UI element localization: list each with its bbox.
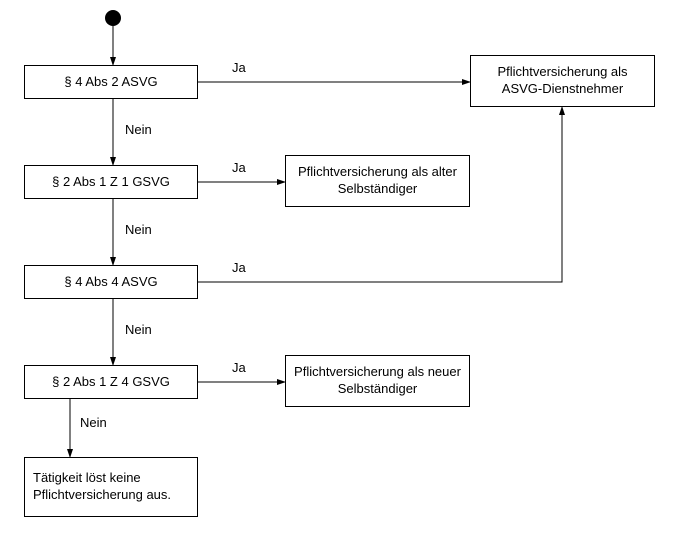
result-asvg-dienstnehmer: Pflichtversicherung als ASVG-Dienstnehme… <box>470 55 655 107</box>
edge-label-ja: Ja <box>232 60 246 75</box>
node-label: Pflichtversicherung als alter Selbständi… <box>294 164 461 198</box>
node-label: Tätigkeit löst keine Pflichtversicherung… <box>33 470 189 504</box>
result-neuer-selbstaendiger: Pflichtversicherung als neuer Selbständi… <box>285 355 470 407</box>
node-label: § 4 Abs 2 ASVG <box>64 74 157 91</box>
node-label: § 4 Abs 4 ASVG <box>64 274 157 291</box>
node-label: Pflichtversicherung als ASVG-Dienstnehme… <box>479 64 646 98</box>
decision-asvg-4-2: § 4 Abs 2 ASVG <box>24 65 198 99</box>
node-label: § 2 Abs 1 Z 4 GSVG <box>52 374 170 391</box>
node-label: § 2 Abs 1 Z 1 GSVG <box>52 174 170 191</box>
edge-label-nein: Nein <box>125 222 152 237</box>
edge-label-nein: Nein <box>125 322 152 337</box>
start-node <box>105 10 121 26</box>
result-keine-pflichtversicherung: Tätigkeit löst keine Pflichtversicherung… <box>24 457 198 517</box>
edge-label-ja: Ja <box>232 160 246 175</box>
edge-label-ja: Ja <box>232 260 246 275</box>
decision-gsvg-2-1-4: § 2 Abs 1 Z 4 GSVG <box>24 365 198 399</box>
edge-label-ja: Ja <box>232 360 246 375</box>
edge-label-nein: Nein <box>125 122 152 137</box>
decision-gsvg-2-1-1: § 2 Abs 1 Z 1 GSVG <box>24 165 198 199</box>
decision-asvg-4-4: § 4 Abs 4 ASVG <box>24 265 198 299</box>
node-label: Pflichtversicherung als neuer Selbständi… <box>294 364 461 398</box>
edge-label-nein: Nein <box>80 415 107 430</box>
result-alter-selbstaendiger: Pflichtversicherung als alter Selbständi… <box>285 155 470 207</box>
